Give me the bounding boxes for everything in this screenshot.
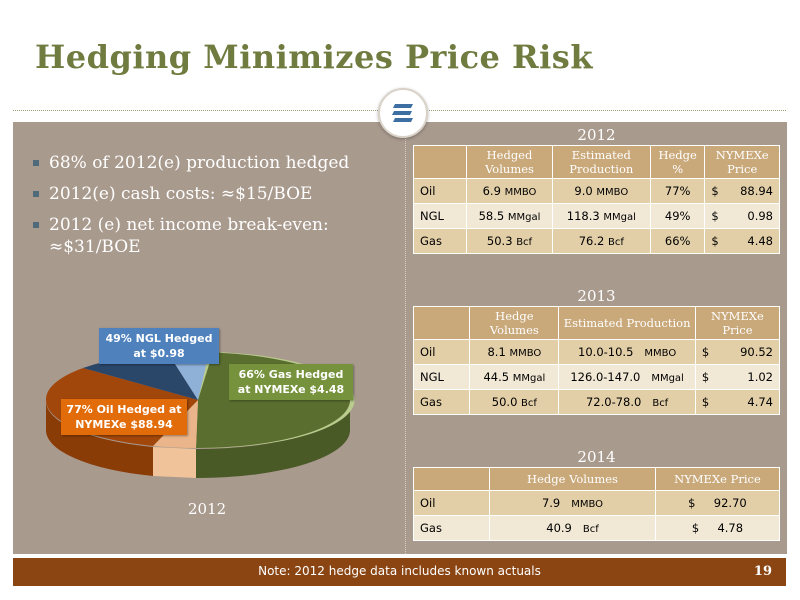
- column-header: [412, 145, 468, 179]
- production-cell: 126.0-147.0 MMgal: [558, 364, 696, 390]
- table-2013-title: 2013: [577, 287, 616, 305]
- price-cell: $4.48: [704, 228, 780, 254]
- volume-cell: 44.5 MMgal: [469, 364, 560, 390]
- table-row: Oil 7.9 MMBO $ 92.70: [412, 490, 781, 516]
- column-header: Hedge Volumes: [489, 467, 656, 491]
- product-cell: Oil: [412, 490, 491, 516]
- column-header: [412, 467, 491, 491]
- bullet-text: 68% of 2012(e) production hedged: [49, 153, 350, 173]
- column-header: Estimated Production: [551, 145, 651, 179]
- footer-bar: Note: 2012 hedge data includes known act…: [13, 558, 786, 586]
- bullet-item: 2012(e) cash costs: ≈$15/BOE: [31, 183, 391, 205]
- bullet-text: 2012(e) cash costs: ≈$15/BOE: [49, 184, 313, 204]
- product-cell: Oil: [412, 339, 471, 365]
- table-2012-title: 2012: [577, 126, 616, 144]
- logo-icon: [392, 104, 413, 122]
- hedge-table-2013: Hedge Volumes Estimated Production NYMEX…: [412, 306, 781, 415]
- volume-cell: 50.0 Bcf: [469, 389, 560, 415]
- bullet-item: 68% of 2012(e) production hedged: [31, 152, 391, 174]
- footer-note: Note: 2012 hedge data includes known act…: [258, 564, 541, 578]
- price-cell: $90.52: [694, 339, 781, 365]
- price-cell: $4.74: [694, 389, 781, 415]
- product-cell: NGL: [412, 364, 471, 390]
- volume-cell: 50.3 Bcf: [466, 228, 553, 254]
- production-cell: 10.0-10.5 MMBO: [558, 339, 696, 365]
- volume-cell: 58.5 MMgal: [466, 203, 553, 229]
- table-row: Gas 40.9 Bcf $ 4.78: [412, 515, 781, 541]
- column-header: NYMEXe Price: [654, 467, 781, 491]
- hedge-percent-cell: 49%: [649, 203, 706, 229]
- pie-label-gas: 66% Gas Hedged at NYMEXe $4.48: [229, 364, 353, 400]
- volume-cell: 40.9 Bcf: [489, 515, 656, 541]
- bullet-item: 2012 (e) net income break-even: ≈$31/BOE: [31, 214, 391, 258]
- product-cell: Gas: [412, 389, 471, 415]
- bullet-icon: [33, 222, 39, 228]
- volume-cell: 6.9 MMBO: [466, 178, 553, 204]
- hedge-percent-cell: 77%: [649, 178, 706, 204]
- bullet-icon: [33, 191, 39, 197]
- table-row: Oil 8.1 MMBO 10.0-10.5 MMBO $90.52: [412, 339, 781, 365]
- hedge-percent-cell: 66%: [649, 228, 706, 254]
- left-panel: 68% of 2012(e) production hedged 2012(e)…: [13, 122, 405, 554]
- bullet-icon: [33, 160, 39, 166]
- pie-label-ngl: 49% NGL Hedged at $0.98: [99, 328, 219, 364]
- table-header-row: Hedged Volumes Estimated Production Hedg…: [412, 145, 780, 179]
- price-cell: $0.98: [704, 203, 780, 229]
- table-row: NGL 58.5 MMgal 118.3 MMgal 49% $0.98: [412, 203, 780, 229]
- column-header: NYMEXe Price: [694, 306, 781, 340]
- product-cell: Gas: [412, 228, 468, 254]
- page-title: Hedging Minimizes Price Risk: [35, 38, 593, 76]
- price-cell: $1.02: [694, 364, 781, 390]
- product-cell: NGL: [412, 203, 468, 229]
- pie-side-oil: [45, 400, 153, 476]
- table-row: Gas 50.3 Bcf 76.2 Bcf 66% $4.48: [412, 228, 780, 254]
- table-row: NGL 44.5 MMgal 126.0-147.0 MMgal $1.02: [412, 364, 781, 390]
- production-cell: 118.3 MMgal: [551, 203, 651, 229]
- pie-label-oil: 77% Oil Hedged at NYMEXe $88.94: [61, 399, 187, 435]
- company-logo: [378, 88, 428, 138]
- bullet-list: 68% of 2012(e) production hedged 2012(e)…: [31, 152, 391, 267]
- pie-slice-ngl: [83, 353, 198, 400]
- product-cell: Gas: [412, 515, 491, 541]
- hedge-table-2014: Hedge Volumes NYMEXe Price Oil 7.9 MMBO …: [412, 467, 781, 541]
- price-cell: $88.94: [704, 178, 780, 204]
- column-header: NYMEXe Price: [704, 145, 780, 179]
- table-row: Gas 50.0 Bcf 72.0-78.0 Bcf $4.74: [412, 389, 781, 415]
- column-header: Hedge Volumes: [469, 306, 560, 340]
- column-header: Estimated Production: [558, 306, 696, 340]
- pie-side-gas: [196, 400, 351, 479]
- product-cell: Oil: [412, 178, 468, 204]
- hedge-table-2012: Hedged Volumes Estimated Production Hedg…: [412, 145, 780, 254]
- right-panel: 2012 Hedged Volumes Estimated Production…: [405, 122, 787, 554]
- bullet-text: 2012 (e) net income break-even: ≈$31/BOE: [49, 215, 329, 257]
- pie-caption: 2012: [188, 500, 227, 518]
- volume-cell: 8.1 MMBO: [469, 339, 560, 365]
- price-cell: $ 4.78: [654, 515, 781, 541]
- production-cell: 9.0 MMBO: [551, 178, 651, 204]
- table-header-row: Hedge Volumes NYMEXe Price: [412, 467, 781, 491]
- slide: Hedging Minimizes Price Risk 68% of 2012…: [13, 12, 787, 586]
- production-cell: 76.2 Bcf: [551, 228, 651, 254]
- table-header-row: Hedge Volumes Estimated Production NYMEX…: [412, 306, 781, 340]
- production-cell: 72.0-78.0 Bcf: [558, 389, 696, 415]
- price-cell: $ 92.70: [654, 490, 781, 516]
- column-header: [412, 306, 471, 340]
- pie-side-gas-shade: [153, 447, 196, 478]
- page-number: 19: [753, 564, 772, 579]
- volume-cell: 7.9 MMBO: [489, 490, 656, 516]
- column-header: Hedge %: [649, 145, 706, 179]
- column-header: Hedged Volumes: [466, 145, 553, 179]
- table-2014-title: 2014: [577, 448, 616, 466]
- table-row: Oil 6.9 MMBO 9.0 MMBO 77% $88.94: [412, 178, 780, 204]
